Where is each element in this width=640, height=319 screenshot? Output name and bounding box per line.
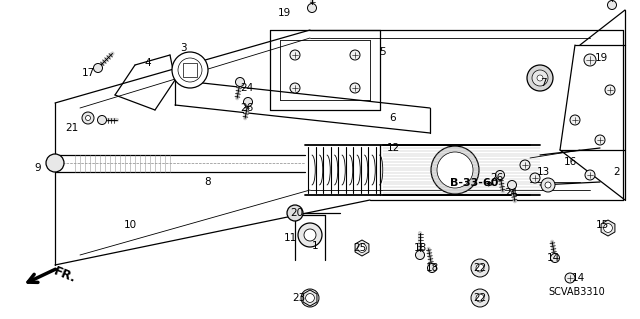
Text: 13: 13: [536, 167, 550, 177]
Text: 14: 14: [547, 253, 559, 263]
Circle shape: [530, 173, 540, 183]
Text: 26: 26: [241, 103, 253, 113]
Circle shape: [476, 264, 484, 272]
Circle shape: [306, 294, 314, 302]
Circle shape: [82, 112, 94, 124]
Circle shape: [537, 75, 543, 81]
Circle shape: [287, 205, 303, 221]
Text: 21: 21: [65, 123, 79, 133]
Text: 20: 20: [291, 208, 303, 218]
Circle shape: [520, 160, 530, 170]
Circle shape: [298, 223, 322, 247]
Circle shape: [532, 70, 548, 86]
Text: 5: 5: [380, 47, 387, 57]
Text: 16: 16: [563, 157, 577, 167]
Circle shape: [97, 115, 106, 124]
Circle shape: [304, 229, 316, 241]
Text: 10: 10: [124, 220, 136, 230]
Circle shape: [172, 52, 208, 88]
Circle shape: [243, 98, 253, 107]
Text: 8: 8: [205, 177, 211, 187]
Text: 23: 23: [292, 293, 306, 303]
Circle shape: [290, 50, 300, 60]
Circle shape: [476, 294, 484, 302]
Text: 17: 17: [81, 68, 95, 78]
Text: 19: 19: [595, 53, 607, 63]
Circle shape: [437, 152, 473, 188]
Polygon shape: [601, 220, 615, 236]
Circle shape: [570, 115, 580, 125]
Circle shape: [236, 78, 244, 86]
Circle shape: [585, 170, 595, 180]
Polygon shape: [303, 290, 317, 306]
Text: 4: 4: [145, 58, 151, 68]
Text: SCVAB3310: SCVAB3310: [548, 287, 605, 297]
Circle shape: [307, 4, 317, 12]
Circle shape: [541, 178, 555, 192]
Circle shape: [431, 146, 479, 194]
Text: 19: 19: [277, 8, 291, 18]
Text: FR.: FR.: [52, 265, 78, 286]
Text: 2: 2: [614, 167, 620, 177]
Circle shape: [545, 182, 551, 188]
Text: 22: 22: [474, 293, 486, 303]
Bar: [183, 63, 197, 77]
Circle shape: [358, 244, 366, 252]
Polygon shape: [355, 240, 369, 256]
Circle shape: [605, 85, 615, 95]
Text: B-33-60: B-33-60: [450, 178, 499, 188]
Circle shape: [508, 181, 516, 189]
Text: 25: 25: [353, 243, 367, 253]
Circle shape: [415, 250, 424, 259]
Circle shape: [178, 58, 202, 82]
Circle shape: [471, 289, 489, 307]
Text: 18: 18: [413, 243, 427, 253]
Circle shape: [93, 63, 102, 72]
Text: 7: 7: [540, 78, 547, 88]
Text: 15: 15: [595, 220, 609, 230]
Text: 24: 24: [504, 188, 518, 198]
Text: 1: 1: [312, 241, 318, 251]
Circle shape: [290, 83, 300, 93]
Circle shape: [306, 293, 314, 302]
Text: 26: 26: [490, 173, 504, 183]
Circle shape: [595, 135, 605, 145]
Circle shape: [495, 170, 504, 180]
Text: 14: 14: [572, 273, 584, 283]
Text: 18: 18: [426, 263, 438, 273]
Circle shape: [350, 50, 360, 60]
Text: 3: 3: [180, 43, 186, 53]
Text: 24: 24: [241, 83, 253, 93]
Circle shape: [86, 115, 90, 121]
Circle shape: [607, 1, 616, 10]
Text: 12: 12: [387, 143, 399, 153]
Circle shape: [550, 254, 559, 263]
Circle shape: [565, 273, 575, 283]
Circle shape: [584, 54, 596, 66]
Circle shape: [527, 65, 553, 91]
Text: 11: 11: [284, 233, 296, 243]
Text: 22: 22: [474, 263, 486, 273]
Text: 6: 6: [390, 113, 396, 123]
Circle shape: [428, 263, 436, 272]
Text: 9: 9: [35, 163, 42, 173]
Circle shape: [46, 154, 64, 172]
Circle shape: [471, 259, 489, 277]
Circle shape: [350, 83, 360, 93]
Circle shape: [301, 289, 319, 307]
Circle shape: [604, 224, 612, 233]
